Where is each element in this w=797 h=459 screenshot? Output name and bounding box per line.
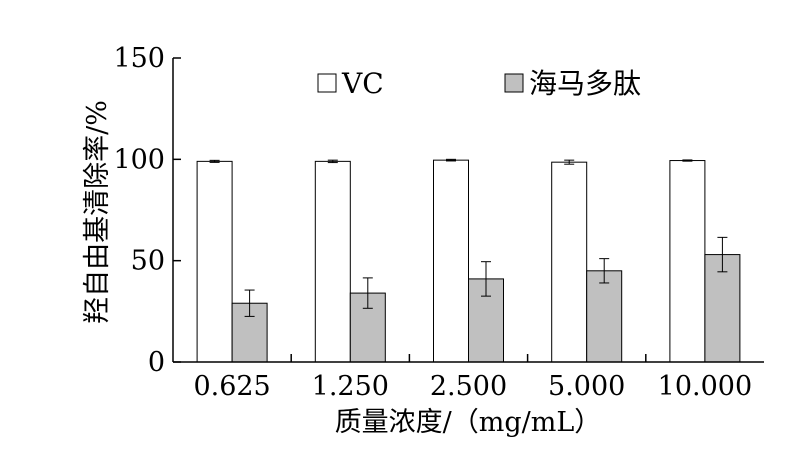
y-tick-label: 150 xyxy=(113,43,165,74)
bar-peptide xyxy=(704,254,741,363)
axes-layer xyxy=(172,58,764,363)
x-tick-label: 1.250 xyxy=(312,371,389,402)
x-tick-label: 2.500 xyxy=(430,371,507,402)
bars-layer xyxy=(196,158,741,363)
legend-peptide-label: 海马多肽 xyxy=(529,67,641,100)
bar-vc xyxy=(551,161,588,363)
y-axis-label: 羟自由基清除率/% xyxy=(82,100,113,324)
bar-vc xyxy=(669,160,706,363)
bar-vc xyxy=(433,159,469,363)
legend: VC 海马多肽 xyxy=(317,67,641,100)
x-axis-label: 质量浓度/（mg/mL） xyxy=(335,407,602,438)
x-tick-label: 0.625 xyxy=(193,371,270,402)
y-tick-label: 100 xyxy=(113,144,165,175)
y-tick-label: 0 xyxy=(148,347,165,378)
legend-peptide-swatch xyxy=(504,73,524,93)
legend-vc-label: VC xyxy=(341,67,384,100)
y-tick-label: 50 xyxy=(131,246,165,277)
x-tick-label: 10.000 xyxy=(658,371,752,402)
bar-vc xyxy=(196,160,233,363)
x-axis-ticks: 0.625 1.250 2.500 5.000 10.000 xyxy=(193,354,752,402)
bar-vc xyxy=(314,160,351,363)
x-tick-label: 5.000 xyxy=(548,371,625,402)
y-axis-ticks: 0 50 100 150 xyxy=(113,43,181,378)
bar-peptide xyxy=(586,270,623,363)
legend-vc-swatch xyxy=(317,73,337,93)
